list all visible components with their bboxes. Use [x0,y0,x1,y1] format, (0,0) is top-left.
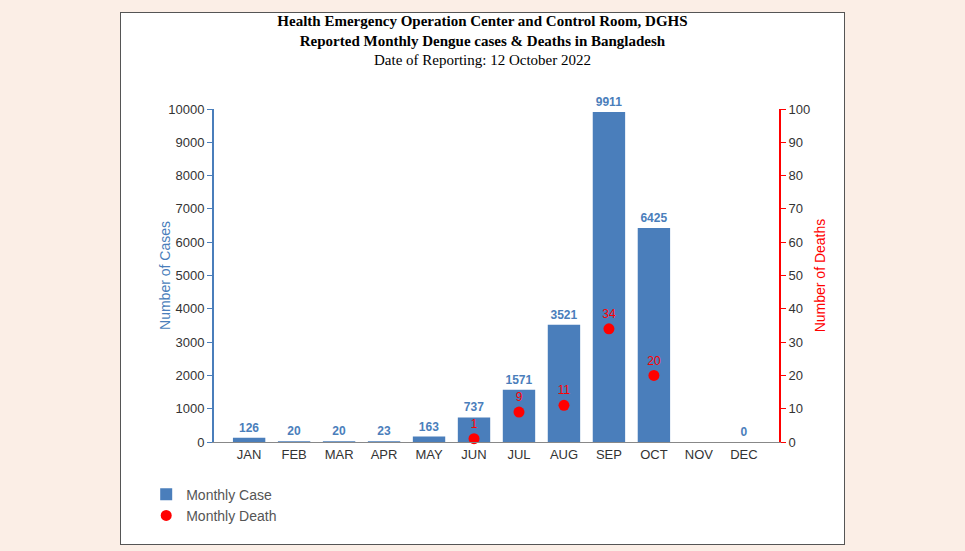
svg-text:50: 50 [789,268,803,283]
svg-text:JUN: JUN [461,447,486,462]
svg-text:1000: 1000 [175,401,204,416]
svg-text:Number of Cases: Number of Cases [157,221,173,330]
svg-text:0: 0 [740,425,747,439]
svg-text:100: 100 [789,102,811,117]
svg-text:0: 0 [789,435,796,450]
svg-text:60: 60 [789,235,803,250]
svg-text:9000: 9000 [175,135,204,150]
svg-text:11: 11 [558,383,571,397]
svg-text:9: 9 [516,390,523,404]
svg-text:20: 20 [789,368,803,383]
svg-text:70: 70 [789,201,803,216]
svg-text:JUL: JUL [507,447,530,462]
svg-text:7000: 7000 [175,201,204,216]
svg-text:80: 80 [789,168,803,183]
svg-text:NOV: NOV [685,447,714,462]
svg-text:126: 126 [239,421,259,435]
svg-text:2000: 2000 [175,368,204,383]
svg-text:34: 34 [602,307,616,321]
svg-text:4000: 4000 [175,301,204,316]
svg-text:1571: 1571 [505,373,532,387]
svg-text:20: 20 [287,424,301,438]
svg-text:MAY: MAY [415,447,443,462]
svg-text:6425: 6425 [640,211,667,225]
svg-text:90: 90 [789,135,803,150]
svg-text:1: 1 [471,417,478,431]
svg-text:AUG: AUG [550,447,578,462]
svg-text:20: 20 [647,354,661,368]
svg-text:20: 20 [332,424,346,438]
svg-text:Health Emergency Operation Cen: Health Emergency Operation Center and Co… [277,13,687,68]
svg-text:MAR: MAR [325,447,354,462]
svg-text:10000: 10000 [168,102,204,117]
svg-text:40: 40 [789,301,803,316]
svg-text:OCT: OCT [640,447,668,462]
svg-text:8000: 8000 [175,168,204,183]
svg-text:0: 0 [197,435,204,450]
svg-text:737: 737 [464,400,484,414]
svg-text:30: 30 [789,335,803,350]
svg-text:9911: 9911 [596,95,622,109]
svg-text:SEP: SEP [596,447,622,462]
svg-text:5000: 5000 [175,268,204,283]
svg-text:Number of Deaths: Number of Deaths [812,219,828,333]
svg-text:3000: 3000 [175,335,204,350]
svg-text:Monthly Case: Monthly Case [186,487,272,503]
svg-text:6000: 6000 [175,235,204,250]
svg-text:DEC: DEC [730,447,757,462]
svg-text:10: 10 [789,401,803,416]
svg-text:3521: 3521 [550,308,577,322]
svg-text:163: 163 [419,420,439,434]
svg-text:JAN: JAN [237,447,262,462]
svg-text:Monthly Death: Monthly Death [186,508,276,524]
svg-text:23: 23 [377,424,391,438]
svg-text:FEB: FEB [281,447,306,462]
svg-text:APR: APR [371,447,398,462]
